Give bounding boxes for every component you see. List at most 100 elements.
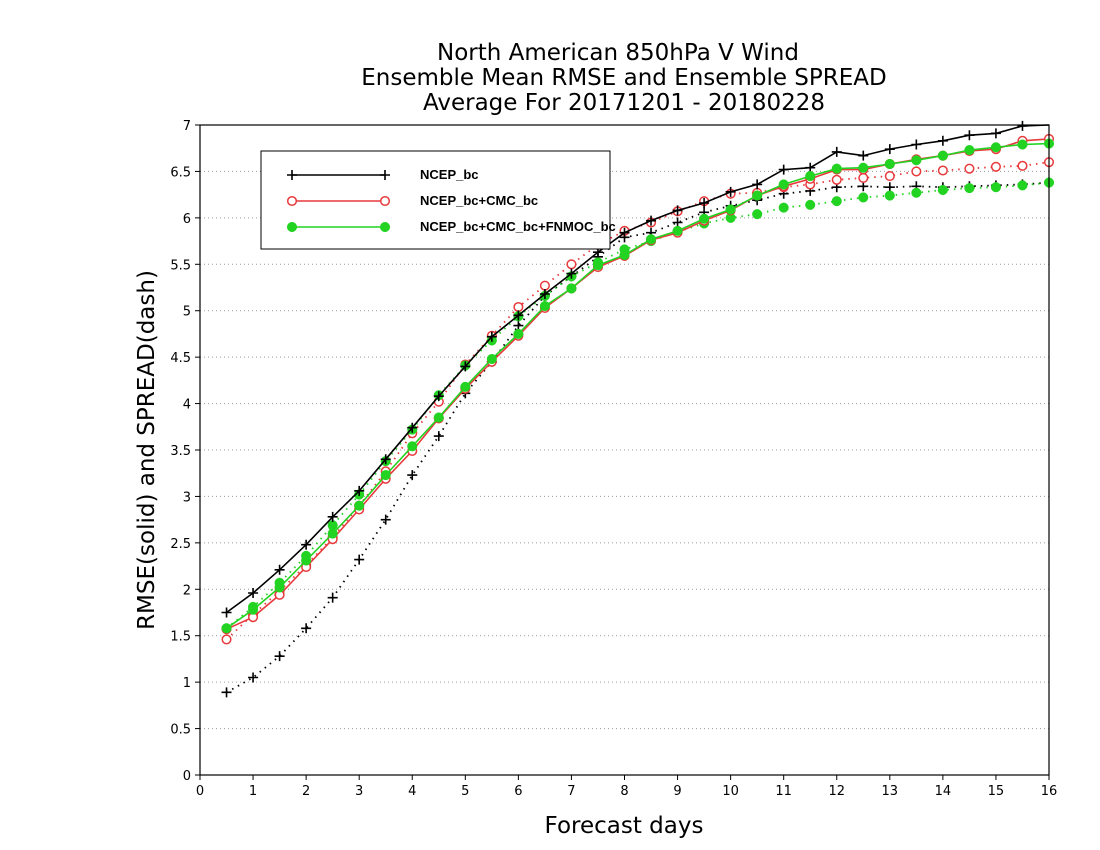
x-tick-label: 12 [828,784,845,799]
spread-point [911,187,922,198]
rmse-point [964,130,975,141]
rmse-point [884,158,895,170]
x-tick-label: 0 [196,784,204,799]
spread-point [248,672,259,683]
x-tick-label: 7 [567,784,575,799]
spread-point [831,174,842,185]
rmse-point [274,582,285,593]
rmse-point [433,412,444,423]
rmse-point [672,225,683,236]
y-tick-label: 6 [183,212,191,227]
x-tick-label: 4 [408,784,416,799]
rmse-point [407,441,418,452]
spread-point [884,171,895,182]
rmse-point [858,162,869,173]
x-tick-label: 13 [882,784,899,799]
rmse-point [248,604,259,615]
legend: NCEP_bc NCEP_bc+CMC_bc NCEP_bc+CMC_bc+FNMO… [260,150,616,250]
rmse-point [354,500,365,511]
legend-entry: NCEP_bc [287,167,479,182]
spread-point [858,192,869,203]
x-axis-label: Forecast days [545,813,704,839]
spread-point [964,183,975,194]
rmse-point [301,539,312,550]
legend-box [260,150,611,250]
chart-title: North American 850hPa V Wind Ensemble Me… [361,40,886,116]
legend-entry: NCEP_bc+CMC_bc+FNMOC_bc [286,219,616,234]
x-tick-label: 10 [722,784,739,799]
rmse-point [486,353,497,365]
y-tick-label: 2 [183,583,191,598]
spread-point [513,301,524,313]
rmse-point [619,249,630,261]
spread-point [407,470,418,481]
rmse-point [433,391,444,402]
spread-point [539,280,550,291]
rmse-point [699,213,710,224]
spread-point [937,165,948,176]
rmse-point [752,179,763,190]
spread-point [221,634,232,645]
rmse-point [911,139,922,150]
rmse-point [752,190,763,201]
rmse-point [964,145,975,156]
rmse-point [778,179,789,190]
legend-label: NCEP_bc+CMC_bc [420,193,538,208]
spread-point [884,190,895,201]
x-tick-label: 8 [620,784,628,799]
rmse-point [778,164,789,175]
series-spread-0 [221,177,1054,698]
legend-marker [379,195,391,207]
y-tick-label: 3.5 [170,444,191,459]
spread-point [964,163,975,174]
rmse-point [327,511,338,522]
spread-point [433,431,444,442]
rmse-point [407,422,418,433]
spread-line-ncep-bc-cmc-bc-fnmoc-bc [225,181,1050,630]
x-tick-label: 16 [1041,784,1058,799]
spread-point [1017,180,1028,191]
rmse-point [539,301,550,312]
plot-frame [199,124,1050,776]
x-tick-label: 3 [355,784,363,799]
gridlines [200,170,1049,730]
x-tick-label: 15 [988,784,1005,799]
spread-point [990,161,1001,172]
rmse-point [354,485,365,496]
rmse-point [380,454,391,465]
x-tick-label: 14 [935,784,952,799]
x-tick-label: 9 [673,784,681,799]
spread-point [805,199,816,210]
y-tick-label: 0.5 [170,723,191,738]
spread-point [778,202,789,213]
legend-marker [286,195,298,207]
y-tick-label: 5 [183,305,191,320]
rmse-point [486,331,497,342]
rmse-point [831,163,842,174]
rmse-point [566,268,577,279]
y-tick-label: 6.5 [170,165,191,180]
y-tick-label: 4.5 [170,351,191,366]
rmse-point [645,234,657,245]
rmse-point [1017,139,1028,150]
rmse-point [513,310,524,321]
rmse-point [1017,120,1028,131]
y-tick-label: 1.5 [170,630,191,645]
legend-entry: NCEP_bc+CMC_bc [286,193,538,208]
x-tick-label: 6 [514,784,522,799]
rmse-point [646,215,657,226]
spread-point [990,182,1001,193]
plot-border [199,124,1050,776]
spread-point [911,166,922,177]
legend-marker [380,170,390,180]
legend-marker [287,170,297,180]
x-tick-label: 5 [461,784,469,799]
rmse-point [805,171,816,182]
legend-marker [286,221,298,233]
rmse-point [858,150,869,161]
spread-point [752,209,763,220]
spread-point [566,259,577,270]
spread-point [1017,160,1028,171]
